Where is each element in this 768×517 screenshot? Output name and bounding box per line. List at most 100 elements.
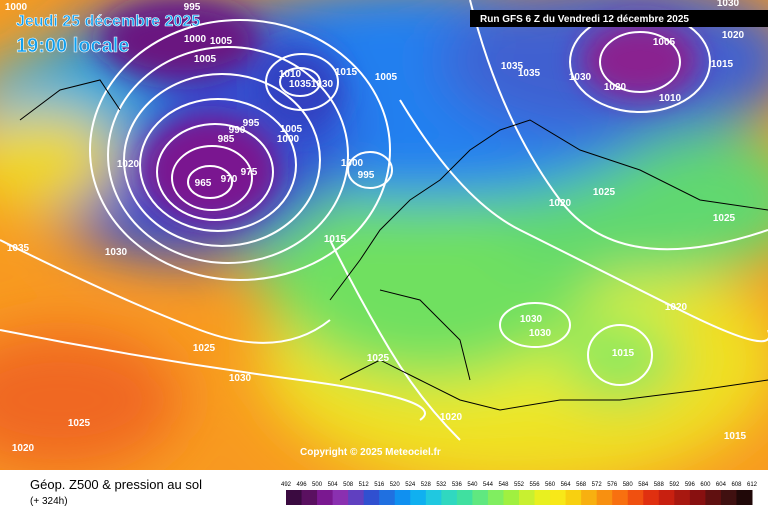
colorbar-tick-label: 588 <box>654 482 665 488</box>
isobar-label: 1020 <box>665 302 688 313</box>
colorbar-tick-label: 596 <box>685 482 696 488</box>
colorbar-tick-label: 580 <box>623 482 634 488</box>
colorbar-swatch <box>627 490 644 505</box>
isobar-label: 970 <box>221 174 238 185</box>
colorbar-tick-label: 508 <box>343 482 354 488</box>
colorbar-tick-label: 608 <box>731 482 742 488</box>
colorbar-tick-label: 524 <box>405 482 416 488</box>
isobar-label: 1020 <box>604 82 627 93</box>
colorbar-tick-label: 512 <box>359 482 370 488</box>
colorbar-swatch <box>301 490 318 505</box>
colorbar-swatch <box>348 490 365 505</box>
isobar-label: 1035 <box>289 79 312 90</box>
colorbar-swatch <box>503 490 520 505</box>
colorbar-swatch <box>689 490 706 505</box>
isobar-label: 1025 <box>713 213 736 224</box>
isobar-label: 1005 <box>210 36 233 47</box>
legend-lead: (+ 324h) <box>30 496 68 507</box>
colorbar-tick-label: 516 <box>374 482 385 488</box>
colorbar-tick-label: 560 <box>545 482 556 488</box>
isobar-label: 990 <box>229 125 246 136</box>
colorbar-tick-label: 576 <box>607 482 618 488</box>
colorbar-swatch <box>534 490 551 505</box>
colorbar-tick-label: 544 <box>483 482 494 488</box>
colorbar-swatch <box>456 490 473 505</box>
colorbar-swatch <box>736 490 753 505</box>
colorbar-swatch <box>705 490 722 505</box>
colorbar-swatch <box>720 490 737 505</box>
colorbar-swatch <box>643 490 660 505</box>
colorbar-tick-label: 492 <box>281 482 292 488</box>
colorbar-tick-label: 572 <box>592 482 603 488</box>
isobar-label: 995 <box>243 118 260 129</box>
isobar-label: 1020 <box>722 30 745 41</box>
copyright: Copyright © 2025 Meteociel.fr <box>300 447 441 458</box>
isobar-label: 1015 <box>711 59 734 70</box>
isobar-label: 1000 <box>184 34 207 45</box>
colorbar-tick-label: 504 <box>328 482 339 488</box>
isobar-label: 995 <box>358 170 375 181</box>
isobar-label: 1020 <box>549 198 572 209</box>
colorbar-swatch <box>674 490 691 505</box>
colorbar-tick-label: 556 <box>530 482 541 488</box>
forecast-date: Jeudi 25 décembre 2025 <box>16 13 200 30</box>
colorbar-swatch <box>472 490 489 505</box>
colorbar-tick-label: 604 <box>716 482 727 488</box>
colorbar-swatch <box>394 490 411 505</box>
colorbar-swatch <box>286 490 303 505</box>
isobar-label: 1030 <box>105 247 128 258</box>
colorbar-tick-label: 600 <box>700 482 711 488</box>
colorbar-swatch <box>519 490 536 505</box>
isobar-label: 1005 <box>194 54 217 65</box>
colorbar-tick-label: 520 <box>390 482 401 488</box>
isobar-label: 1010 <box>659 93 682 104</box>
isobar-label: 1000 <box>277 134 300 145</box>
isobar-label: 1035 <box>501 61 524 72</box>
colorbar-swatch <box>441 490 458 505</box>
colorbar-swatch <box>596 490 613 505</box>
colorbar-tick-label: 500 <box>312 482 323 488</box>
isobar-label: 995 <box>184 2 201 13</box>
colorbar-tick-label: 592 <box>669 482 680 488</box>
colorbar-tick-label: 496 <box>297 482 308 488</box>
isobar-label: 1010 <box>279 69 302 80</box>
colorbar-tick-label: 612 <box>747 482 758 488</box>
isobar-label: 1005 <box>653 37 676 48</box>
isobar-label: 1015 <box>724 431 747 442</box>
colorbar-tick-label: 528 <box>421 482 432 488</box>
colorbar-tick-label: 548 <box>498 482 509 488</box>
isobar-label: 1020 <box>440 412 463 423</box>
colorbar-tick-label: 568 <box>576 482 587 488</box>
isobar-label: 1025 <box>593 187 616 198</box>
legend-title: Géop. Z500 & pression au sol <box>30 477 202 492</box>
isobar-label: 1015 <box>612 348 635 359</box>
forecast-time: 19:00 locale <box>16 35 129 57</box>
isobar-label: 1015 <box>335 67 358 78</box>
isobar-label: 1030 <box>529 328 552 339</box>
isobar-label: 1025 <box>193 343 216 354</box>
isobar-label: 1030 <box>311 79 334 90</box>
colorbar: 492 496 500 504 508 512 516 520 524 528 532 536 540 5… <box>281 482 758 505</box>
colorbar-swatch <box>581 490 598 505</box>
colorbar-tick-label: 532 <box>436 482 447 488</box>
colorbar-tick-label: 584 <box>638 482 649 488</box>
isobar-label: 1030 <box>229 373 252 384</box>
isobar-label: 1035 <box>7 243 30 254</box>
isobar-label: 1025 <box>367 353 390 364</box>
colorbar-swatch <box>612 490 629 505</box>
isobar-label: 1020 <box>12 443 35 454</box>
isobar-label: 1035 <box>518 68 541 79</box>
colorbar-tick-label: 540 <box>467 482 478 488</box>
colorbar-swatch <box>565 490 582 505</box>
colorbar-swatch <box>550 490 567 505</box>
colorbar-swatch <box>425 490 442 505</box>
isobar-label: 1030 <box>569 72 592 83</box>
isobar-label: 1015 <box>324 234 347 245</box>
colorbar-tick-label: 564 <box>561 482 572 488</box>
colorbar-swatch <box>379 490 396 505</box>
colorbar-tick-label: 536 <box>452 482 463 488</box>
isobar-label: 1000 <box>341 158 364 169</box>
isobar-label: 985 <box>218 134 235 145</box>
